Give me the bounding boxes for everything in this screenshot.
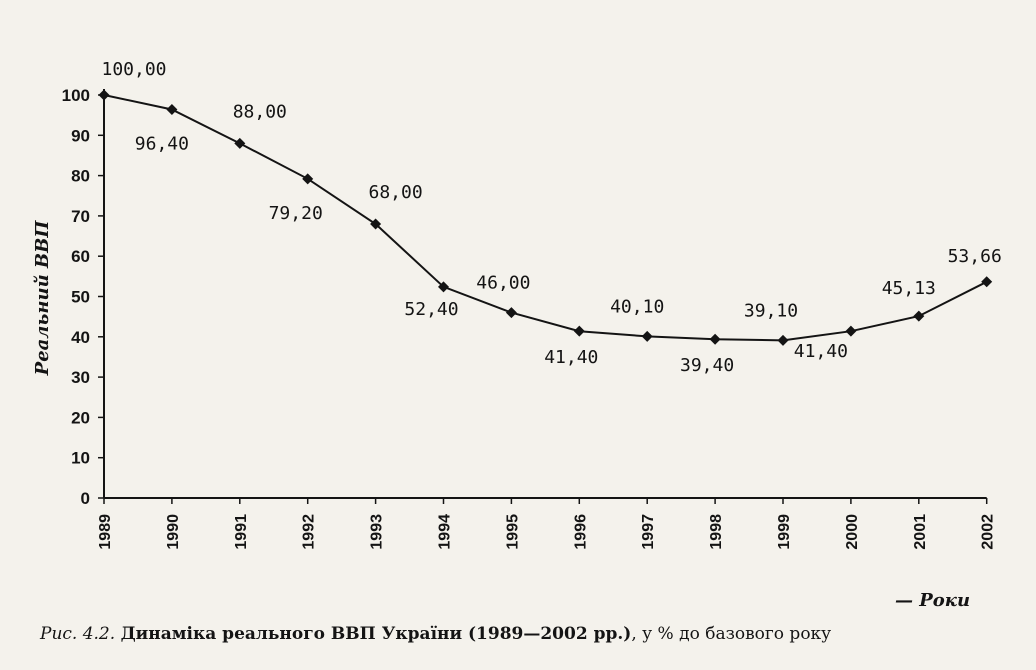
x-tick-label: 1998 bbox=[708, 514, 725, 550]
data-point-1989 bbox=[98, 89, 110, 101]
data-label-1990: 96,40 bbox=[135, 134, 189, 155]
data-label-2000: 41,40 bbox=[794, 341, 848, 362]
y-tick-label: 10 bbox=[71, 449, 90, 468]
x-tick-label: 1992 bbox=[301, 514, 318, 550]
x-tick-label: 2001 bbox=[912, 514, 929, 550]
x-tick-label: 1993 bbox=[369, 514, 386, 550]
gdp-series-line bbox=[103, 94, 988, 342]
data-point-1997 bbox=[641, 330, 653, 342]
data-label-1995: 46,00 bbox=[476, 273, 530, 294]
data-point-1993 bbox=[370, 218, 382, 230]
data-label-1996: 41,40 bbox=[544, 347, 598, 368]
data-label-2001: 45,13 bbox=[882, 278, 936, 299]
y-tick-label: 0 bbox=[81, 489, 90, 508]
x-tick-label: 1991 bbox=[233, 514, 250, 550]
data-point-1995 bbox=[505, 307, 517, 319]
y-tick-label: 100 bbox=[62, 86, 90, 105]
x-tick-label: 2002 bbox=[980, 514, 997, 550]
data-label-1989: 100,00 bbox=[101, 59, 166, 80]
x-axis-title: — Роки bbox=[895, 590, 970, 611]
y-tick-label: 60 bbox=[71, 247, 90, 266]
data-label-1991: 88,00 bbox=[233, 101, 287, 122]
figure-title: Динаміка реального ВВП України (1989—200… bbox=[120, 624, 632, 644]
y-tick-label: 90 bbox=[71, 126, 90, 145]
data-label-1993: 68,00 bbox=[369, 182, 423, 203]
data-label-2002: 53,66 bbox=[948, 246, 1002, 267]
x-tick-label: 1995 bbox=[504, 514, 521, 550]
data-label-1997: 40,10 bbox=[610, 296, 664, 317]
data-point-1991 bbox=[234, 137, 246, 149]
data-point-1994 bbox=[438, 281, 449, 293]
x-tick-label: 1990 bbox=[165, 514, 182, 550]
x-tick-label: 1996 bbox=[572, 514, 589, 550]
y-axis-title: Реальний ВВП bbox=[32, 220, 53, 377]
figure-reference: Рис. 4.2. bbox=[40, 624, 116, 644]
x-tick-label: 2000 bbox=[844, 514, 861, 550]
data-label-1992: 79,20 bbox=[269, 203, 323, 224]
x-tick-label: 1989 bbox=[97, 514, 114, 550]
data-point-2001 bbox=[913, 310, 925, 322]
figure-caption: Рис. 4.2. Динаміка реального ВВП України… bbox=[40, 624, 831, 644]
y-axis-ticks: 0 10 20 30 40 50 60 70 80 90 100 bbox=[62, 86, 104, 508]
data-label-1994: 52,40 bbox=[404, 299, 458, 320]
x-tick-label: 1997 bbox=[640, 514, 657, 550]
y-tick-label: 80 bbox=[71, 167, 90, 186]
data-point-1990 bbox=[166, 104, 178, 116]
y-tick-label: 20 bbox=[71, 408, 90, 427]
data-point-markers bbox=[98, 89, 993, 346]
y-tick-label: 70 bbox=[71, 207, 90, 226]
data-label-1999: 39,10 bbox=[744, 300, 798, 321]
y-tick-label: 50 bbox=[71, 288, 90, 307]
data-point-1992 bbox=[302, 173, 314, 185]
x-axis-ticks: 1989 1990 1991 1992 1993 1994 1995 1996 1997 1998… bbox=[97, 498, 997, 550]
data-point-1998 bbox=[709, 333, 721, 345]
data-labels: 100,00 96,40 88,00 79,20 68,00 52,40 46,00 41,4… bbox=[101, 59, 1001, 376]
data-point-2000 bbox=[845, 325, 857, 337]
y-tick-label: 40 bbox=[71, 328, 90, 347]
data-point-1999 bbox=[777, 334, 789, 346]
x-tick-label: 1999 bbox=[776, 514, 793, 550]
x-tick-label: 1994 bbox=[437, 514, 454, 550]
figure-title-suffix: , у % до базового року bbox=[631, 624, 832, 644]
data-point-2002 bbox=[981, 276, 993, 288]
y-tick-label: 30 bbox=[71, 368, 90, 387]
data-label-1998: 39,40 bbox=[680, 355, 734, 376]
data-point-1996 bbox=[573, 325, 585, 337]
